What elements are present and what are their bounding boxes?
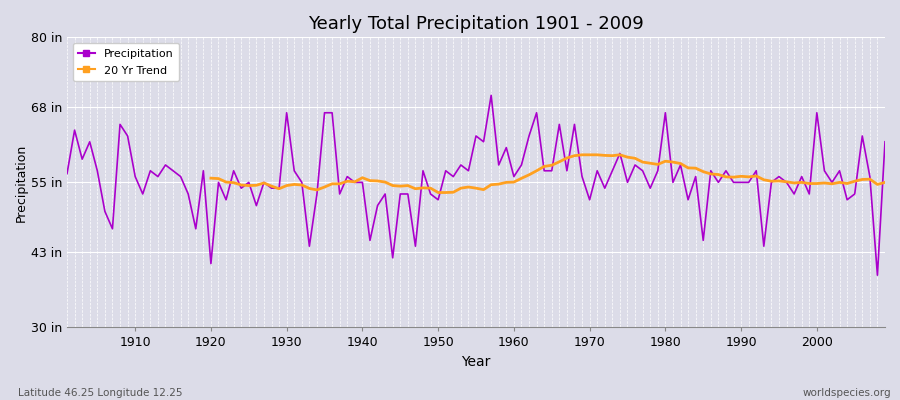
Text: worldspecies.org: worldspecies.org bbox=[803, 388, 891, 398]
Y-axis label: Precipitation: Precipitation bbox=[15, 143, 28, 222]
Text: Latitude 46.25 Longitude 12.25: Latitude 46.25 Longitude 12.25 bbox=[18, 388, 183, 398]
X-axis label: Year: Year bbox=[462, 355, 490, 369]
Title: Yearly Total Precipitation 1901 - 2009: Yearly Total Precipitation 1901 - 2009 bbox=[308, 15, 644, 33]
Legend: Precipitation, 20 Yr Trend: Precipitation, 20 Yr Trend bbox=[73, 43, 179, 81]
